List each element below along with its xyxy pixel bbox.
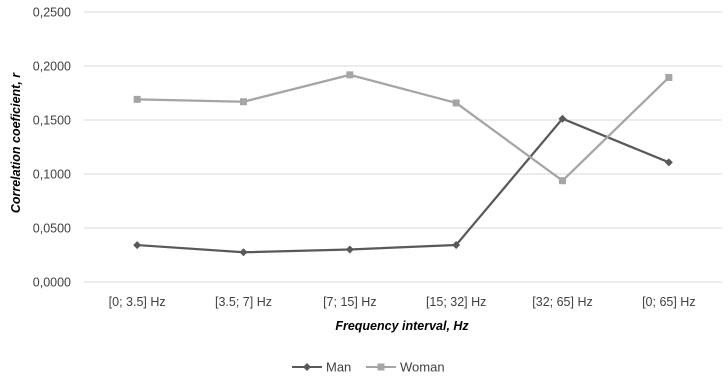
series-woman	[133, 71, 673, 185]
y-tick-label: 0,2500	[33, 6, 71, 20]
data-point	[558, 114, 567, 123]
legend-marker-square	[377, 363, 385, 371]
data-point	[452, 99, 460, 107]
series-man	[133, 114, 673, 257]
series-line	[137, 73, 670, 182]
data-point	[665, 73, 673, 81]
data-point	[452, 240, 461, 249]
legend-label-woman: Woman	[400, 360, 445, 375]
y-tick-label: 0,1500	[33, 114, 71, 128]
legend-marker-diamond	[303, 363, 311, 371]
data-point	[133, 241, 142, 250]
y-axis-title: Correlation coeficient, r	[9, 72, 23, 213]
y-tick-label: 0,2000	[33, 60, 71, 74]
x-tick-label: [3.5; 7] Hz	[215, 295, 272, 309]
y-tick-label: 0,0000	[33, 276, 71, 290]
data-point	[345, 245, 354, 254]
x-tick-label: [7; 15] Hz	[323, 295, 377, 309]
data-point	[346, 71, 354, 79]
data-point	[239, 248, 248, 257]
data-point	[133, 95, 141, 103]
x-axis-title: Frequency interval, Hz	[335, 319, 469, 333]
legend: Man Woman	[292, 360, 445, 375]
x-tick-label: [0; 3.5] Hz	[109, 295, 166, 309]
legend-item-man: Man	[292, 360, 351, 375]
data-point	[664, 158, 673, 167]
y-tick-label: 0,1000	[33, 168, 71, 182]
legend-label-man: Man	[326, 360, 351, 375]
x-tick-label: [15; 32] Hz	[426, 295, 486, 309]
y-tick-label: 0,0500	[33, 222, 71, 236]
series-line	[137, 117, 670, 254]
x-tick-label: [0; 65] Hz	[642, 295, 696, 309]
data-point	[240, 98, 247, 106]
x-tick-label: [32; 65] Hz	[532, 295, 592, 309]
data-point	[559, 177, 566, 185]
legend-item-woman: Woman	[366, 360, 445, 375]
